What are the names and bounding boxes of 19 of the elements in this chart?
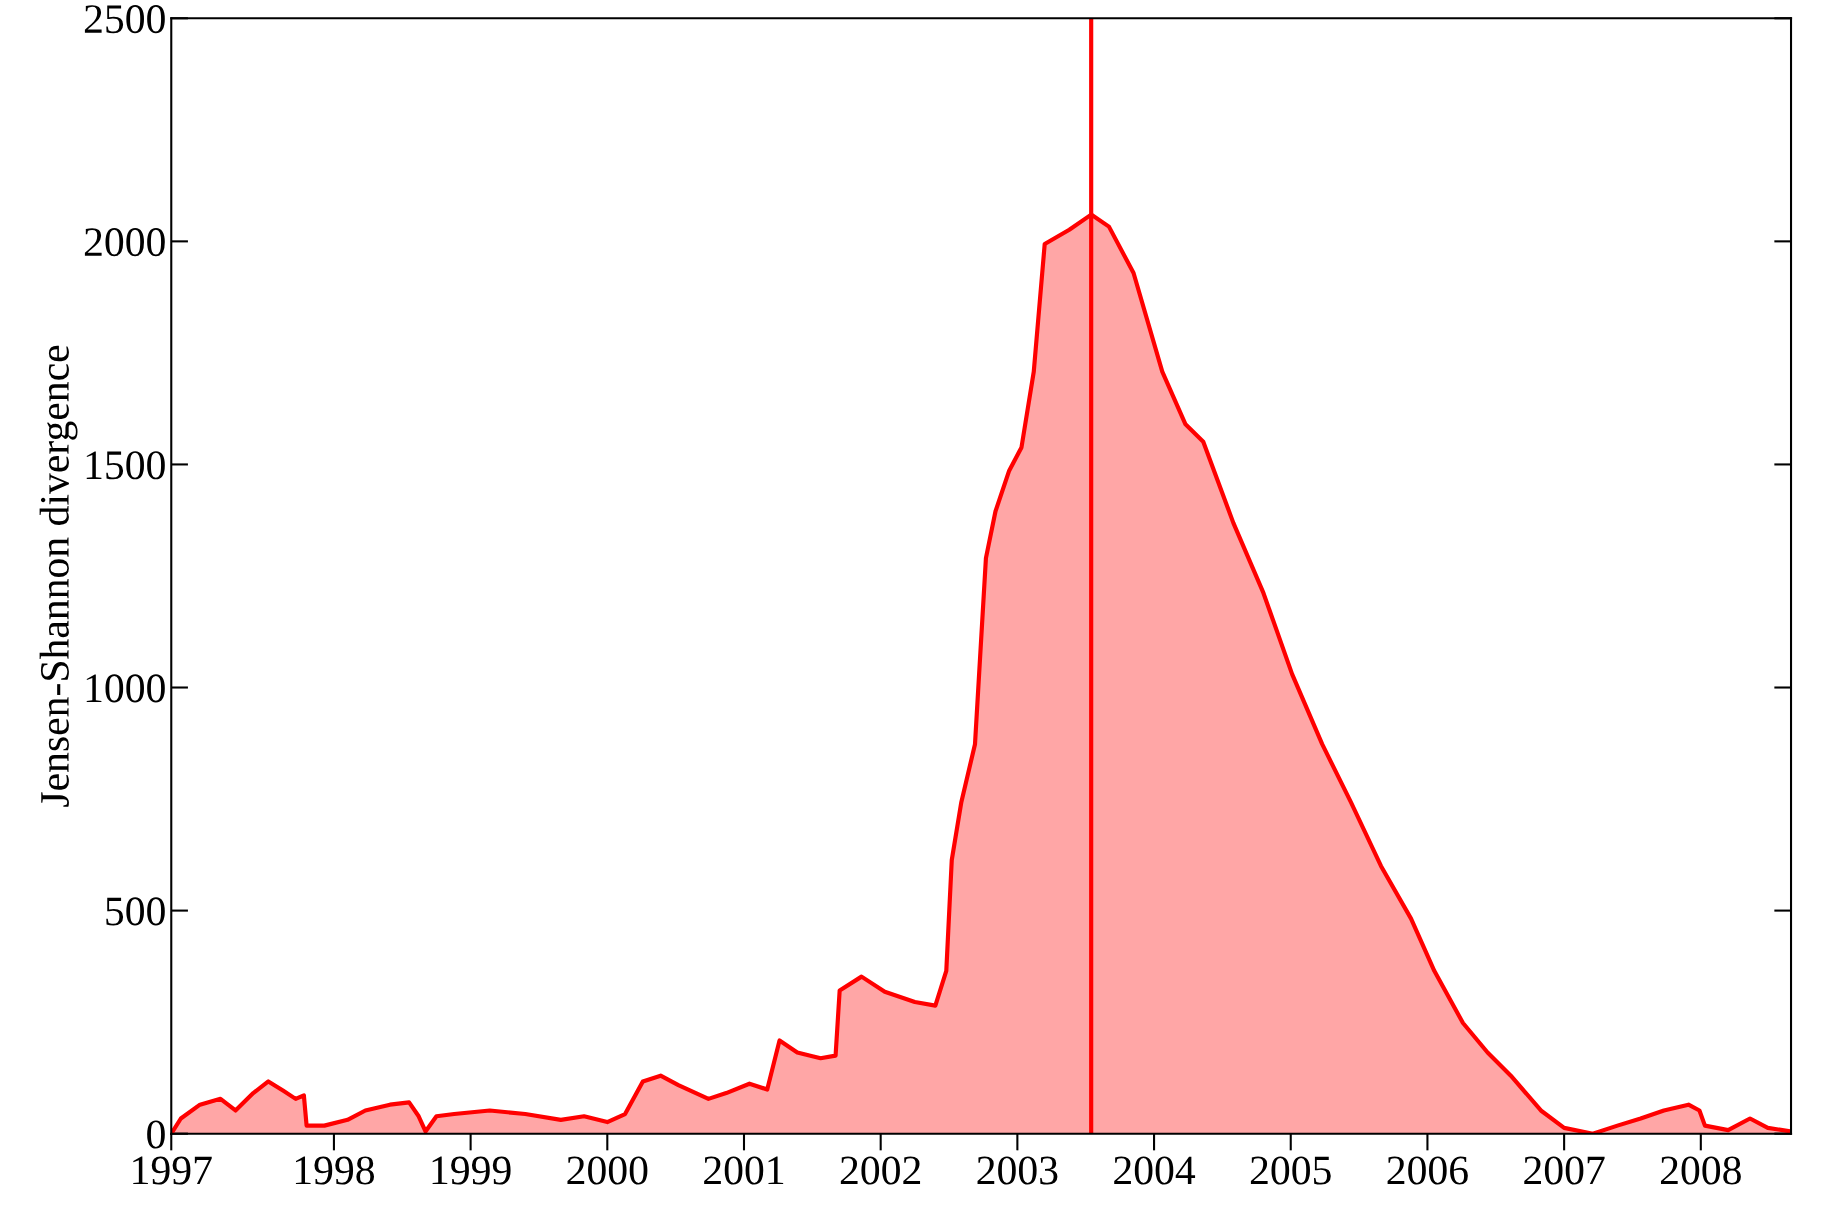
x-tick-label: 2003 (977, 1156, 1058, 1185)
x-tick-label: 1997 (133, 1156, 212, 1185)
y-tick-label: 1500 (86, 451, 165, 480)
x-tick-label: 1998 (295, 1156, 375, 1185)
x-tick-label: 1999 (432, 1156, 511, 1185)
y-tick-label: 0 (147, 1120, 165, 1149)
x-tick-label: 2007 (1524, 1156, 1605, 1185)
y-tick-label: 1000 (86, 674, 165, 703)
x-tick-label: 2006 (1387, 1156, 1468, 1185)
y-tick-label: 500 (106, 897, 165, 926)
x-tick-label: 2000 (567, 1156, 648, 1185)
x-tick-label: 2005 (1250, 1156, 1331, 1185)
x-tick-label: 2008 (1660, 1156, 1741, 1185)
x-tick-label: 2004 (1114, 1156, 1196, 1185)
y-tick-label: 2000 (84, 228, 165, 257)
y-tick-label: 2500 (84, 5, 165, 34)
x-tick-label: 2002 (840, 1156, 921, 1185)
y-axis-title: Jensen-Shannon divergence (39, 345, 78, 807)
x-tick-label: 2001 (704, 1156, 784, 1185)
